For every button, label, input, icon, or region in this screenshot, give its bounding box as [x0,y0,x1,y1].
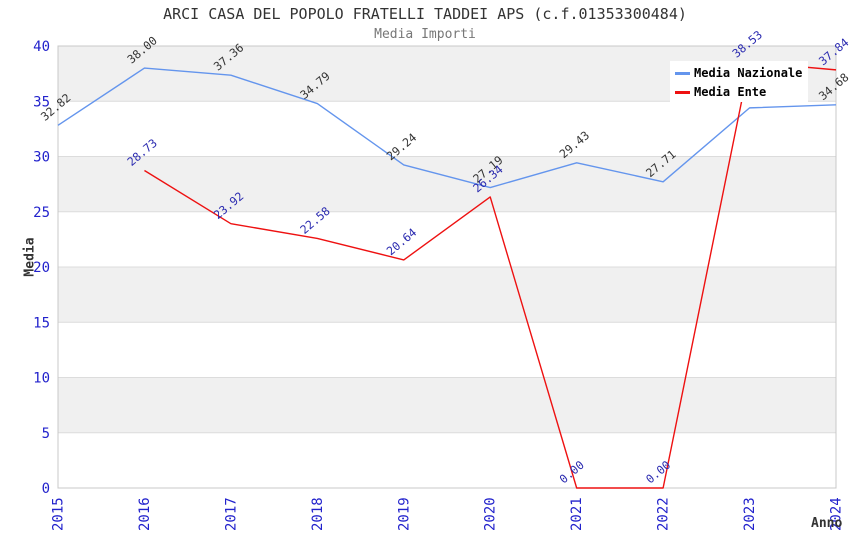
x-tick-label: 2015 [51,497,67,531]
series-line-media-ente [144,61,837,489]
x-tick-label: 2020 [483,497,499,531]
legend-item-media-ente: Media Ente [675,83,808,101]
plot-band [58,267,836,323]
plot-band [58,432,836,488]
x-tick-label: 2019 [396,497,412,531]
y-tick-label: 25 [33,205,50,221]
y-axis-title: Media [22,237,38,277]
y-tick-label: 10 [33,371,50,387]
x-tick-label: 2022 [656,497,672,531]
x-tick-label: 2021 [569,497,585,531]
x-tick-label: 2023 [742,497,758,531]
plot-band [58,101,836,157]
chart-subtitle: Media Importi [374,27,476,42]
y-tick-label: 20 [33,260,50,276]
plot-band [58,156,836,212]
legend-swatch-media-nazionale-icon [675,71,690,75]
legend: Media Nazionale Media Ente [670,61,808,102]
legend-label-media-ente: Media Ente [694,85,767,99]
y-tick-label: 0 [42,481,50,497]
y-tick-label: 30 [33,150,50,166]
plot-band [58,322,836,378]
y-tick-label: 5 [42,426,50,442]
y-tick-label: 35 [33,94,50,110]
x-axis-title: Anno [811,516,843,531]
y-tick-label: 15 [33,315,50,331]
legend-item-media-nazionale: Media Nazionale [675,64,808,82]
legend-label-media-nazionale: Media Nazionale [694,66,803,80]
plot-band [58,211,836,267]
plot-border [57,45,837,489]
chart-title: ARCI CASA DEL POPOLO FRATELLI TADDEI APS… [163,5,687,23]
plot-band [58,377,836,433]
x-tick-label: 2018 [310,497,326,531]
legend-swatch-media-ente-icon [675,90,690,94]
y-tick-label: 40 [33,39,50,55]
x-tick-label: 2024 [829,497,845,531]
x-tick-label: 2017 [223,497,239,531]
series-line-media-nazionale [57,67,837,189]
x-tick-label: 2016 [137,497,153,531]
